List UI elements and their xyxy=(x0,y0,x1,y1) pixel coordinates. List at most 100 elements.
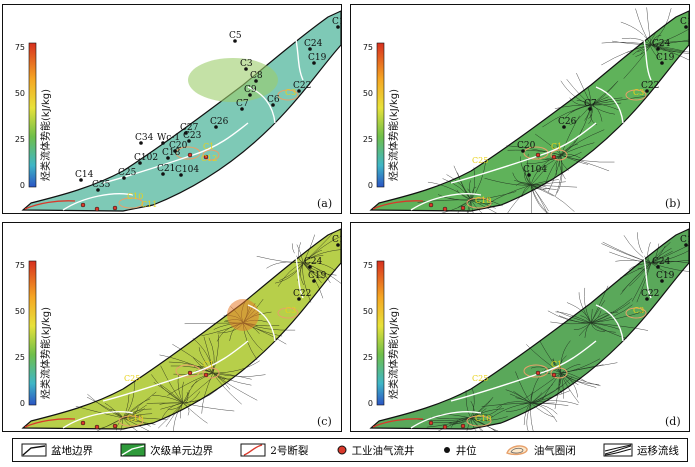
well-dot xyxy=(244,67,248,71)
subunit-boundary xyxy=(294,252,304,299)
flow-line xyxy=(615,259,652,264)
flow-line xyxy=(110,410,124,419)
flow-line xyxy=(470,417,499,431)
map-svg-b: C16 C24 C19 C22 C7 C26 C20 C104 C3 C1 C25 C10 75 50 25… xyxy=(363,7,689,213)
flow-line xyxy=(650,28,689,46)
flow-line xyxy=(560,143,578,156)
flow-line xyxy=(302,262,312,303)
subunit-boundary xyxy=(642,252,652,299)
trap-outline xyxy=(118,415,144,427)
flow-line xyxy=(590,304,633,324)
legend-label: 盆地边界 xyxy=(51,444,93,457)
flow-line xyxy=(620,21,652,46)
flow-line xyxy=(299,262,304,286)
well-label: C22 xyxy=(641,289,659,299)
panel-label: (c) xyxy=(317,415,332,428)
subunit-boundary xyxy=(642,34,652,81)
oil-well-dot xyxy=(187,370,193,376)
flow-line xyxy=(122,393,130,419)
fault-line xyxy=(24,418,76,428)
well-label: C104 xyxy=(523,165,547,175)
flow-line xyxy=(588,104,593,124)
colorbar-tick: 50 xyxy=(363,307,373,316)
colorbar-tick: 50 xyxy=(15,89,25,98)
flow-line xyxy=(601,41,652,46)
flow-line xyxy=(302,262,331,284)
well-label: C21 xyxy=(157,164,175,174)
flow-line xyxy=(650,44,689,53)
flow-line xyxy=(525,169,532,186)
well-dot xyxy=(184,131,188,135)
trap-label: C3 xyxy=(633,306,644,315)
flow-line xyxy=(590,322,627,339)
flow-line xyxy=(177,374,184,404)
flow-line xyxy=(628,262,652,271)
flow-line xyxy=(626,44,652,53)
flow-lines xyxy=(417,7,689,213)
flow-line xyxy=(530,392,543,404)
flow-line xyxy=(539,341,562,374)
trap-outline xyxy=(466,197,492,209)
flow-line xyxy=(650,244,689,264)
flow-line xyxy=(576,100,592,106)
well-dot xyxy=(179,173,183,177)
map-svg-a: C16 C5 C24 C19 C3 C8 C22 C9 C6 C7 C26 C27 C34Wc-1C23… xyxy=(15,10,341,212)
flow-line xyxy=(590,300,606,324)
flow-line xyxy=(530,400,579,405)
flow-line xyxy=(198,347,214,374)
well-label: C20 xyxy=(517,141,536,151)
trap-outline xyxy=(202,149,220,161)
colorbar-title: 烃类流体势能(kJ/kg) xyxy=(39,307,52,399)
flow-line xyxy=(621,37,652,46)
flow-line xyxy=(530,402,558,415)
well-dot xyxy=(271,103,275,107)
flow-line xyxy=(470,417,477,431)
well-label: C18 xyxy=(162,148,181,158)
flow-lines-icon xyxy=(603,443,633,457)
flow-line xyxy=(560,154,610,172)
well-label: C26 xyxy=(210,117,229,127)
colorbar-tick: 75 xyxy=(15,261,25,270)
flow-line xyxy=(302,262,322,284)
subunit-boundary xyxy=(102,340,249,402)
flow-line xyxy=(590,311,645,324)
well-dot xyxy=(645,89,649,93)
well-dot xyxy=(166,156,170,160)
trap-label: C25 xyxy=(472,374,488,383)
flow-line xyxy=(86,396,124,419)
flow-line xyxy=(212,372,252,380)
flow-line xyxy=(470,199,493,204)
flow-line xyxy=(629,262,652,287)
well-dot xyxy=(240,107,244,111)
subunit-boundary xyxy=(410,411,482,429)
trap-icon xyxy=(505,445,528,456)
flow-line xyxy=(212,372,252,386)
colorbar-tick: 25 xyxy=(363,135,373,144)
trap-label: C1 xyxy=(203,142,214,151)
flow-line xyxy=(153,382,184,404)
flow-line xyxy=(588,104,593,120)
flow-line xyxy=(558,372,563,395)
flow-line xyxy=(465,390,472,419)
flow-line xyxy=(466,417,472,431)
subunit-boundary xyxy=(410,193,482,211)
flow-line xyxy=(650,44,689,61)
well-label: C6 xyxy=(267,95,280,105)
flow-line xyxy=(650,39,689,46)
flow-line xyxy=(531,366,562,374)
well-label: C104 xyxy=(175,165,199,175)
oil-well-dot xyxy=(428,202,434,208)
flow-line xyxy=(515,371,532,404)
flow-line xyxy=(526,344,562,374)
flow-line xyxy=(609,251,652,264)
colorbar-tick: 50 xyxy=(363,89,373,98)
flow-line xyxy=(590,80,619,106)
colorbar-title: 烃类流体势能(kJ/kg) xyxy=(39,89,52,181)
well-label: C19 xyxy=(656,53,675,63)
well-dot xyxy=(656,265,660,269)
colorbar-gradient xyxy=(376,42,385,188)
well-dot xyxy=(79,178,83,182)
legend-basin-boundary: 盆地边界 xyxy=(21,443,93,458)
flow-line xyxy=(530,184,554,197)
flow-line xyxy=(526,402,532,431)
